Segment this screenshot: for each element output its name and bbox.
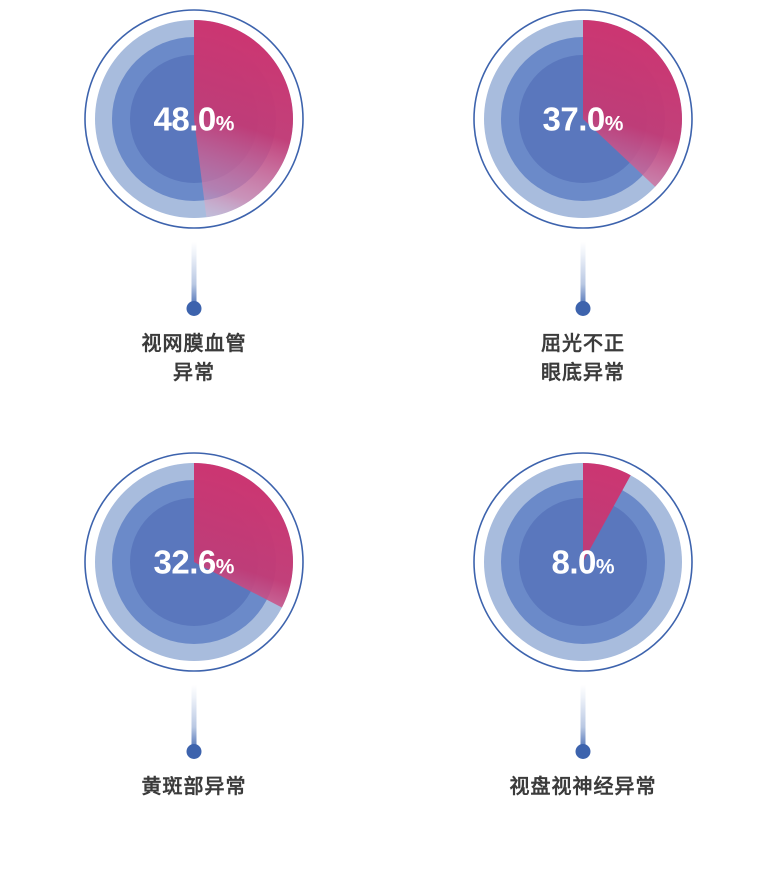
dial-outer-ring-1 xyxy=(473,9,693,229)
dial-cell-2: 32.6% 黄斑部异常 xyxy=(0,443,388,886)
dial-connector-line-1 xyxy=(580,242,586,310)
dial-connector-dot-1 xyxy=(575,301,591,316)
dial-cell-0: 48.0% 视网膜血管 异常 xyxy=(0,0,388,443)
dial-cell-3: 8.0% 视盘视神经异常 xyxy=(389,443,777,886)
dial-caption-line-3-0: 视盘视神经异常 xyxy=(509,774,657,798)
dial-cell-1: 37.0% 屈光不正 眼底异常 xyxy=(389,0,777,443)
dial-caption-2: 黄斑部异常 xyxy=(0,772,388,801)
dial-graphic-1 xyxy=(473,9,693,229)
dial-graphic-2 xyxy=(84,452,304,672)
dial-connector-line-3 xyxy=(580,685,586,753)
dial-connector-dot-3 xyxy=(575,744,591,759)
dial-caption-line-1-1: 眼底异常 xyxy=(541,360,625,384)
dial-optic-disc-nerve[interactable]: 8.0% xyxy=(472,451,694,673)
dial-outer-ring-0 xyxy=(84,9,304,229)
dial-caption-1: 屈光不正 眼底异常 xyxy=(389,329,777,387)
dial-caption-0: 视网膜血管 异常 xyxy=(0,329,388,387)
dial-caption-3: 视盘视神经异常 xyxy=(389,772,777,801)
dial-connector-line-2 xyxy=(191,685,197,753)
dial-caption-line-0-1: 异常 xyxy=(173,360,215,384)
dial-retinal-vascular[interactable]: 48.0% xyxy=(83,8,305,230)
dial-connector-dot-2 xyxy=(186,744,202,759)
dial-caption-line-1-0: 屈光不正 xyxy=(541,331,625,355)
dial-connector-dot-0 xyxy=(186,301,202,316)
dial-macular[interactable]: 32.6% xyxy=(83,451,305,673)
dial-outer-ring-2 xyxy=(84,452,304,672)
dial-graphic-0 xyxy=(84,9,304,229)
dial-refractive-fundus[interactable]: 37.0% xyxy=(472,8,694,230)
dial-caption-line-0-0: 视网膜血管 xyxy=(141,331,247,355)
dial-outer-ring-3 xyxy=(473,452,693,672)
dial-value-wedge-2 xyxy=(194,463,293,608)
dial-caption-line-2-0: 黄斑部异常 xyxy=(141,774,247,798)
dial-value-wedge-0 xyxy=(194,20,293,218)
dial-graphic-3 xyxy=(473,452,693,672)
dial-connector-line-0 xyxy=(191,242,197,310)
